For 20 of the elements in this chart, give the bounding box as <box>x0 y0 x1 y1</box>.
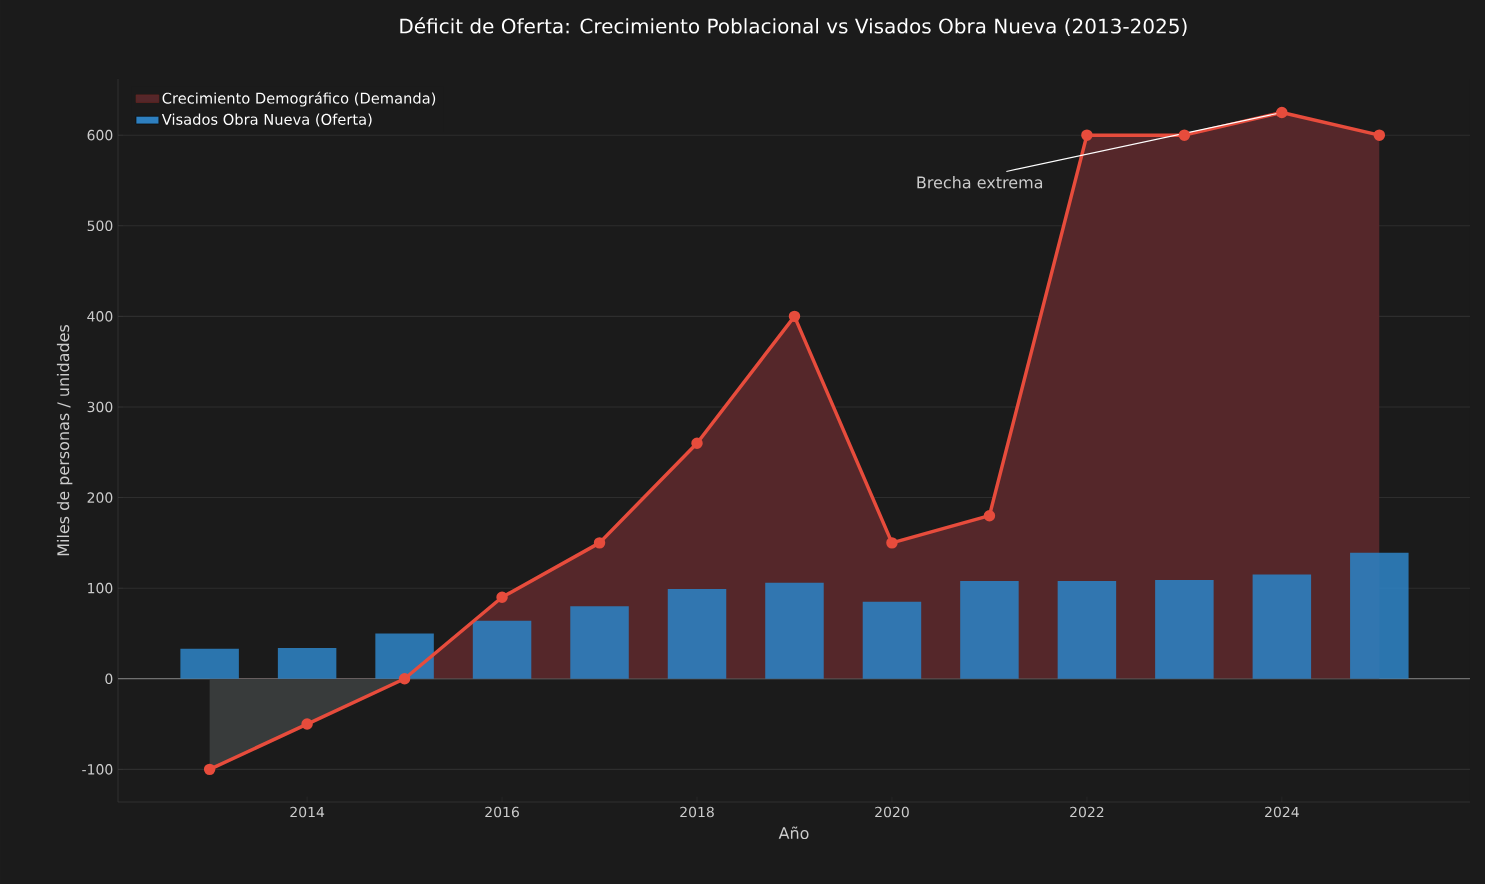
x-tick-label: 2018 <box>680 806 714 818</box>
x-tick-label: 2022 <box>1070 806 1104 818</box>
y-tick-label: 0 <box>105 673 113 685</box>
y-axis-title: Miles de personas / unidades <box>56 324 73 556</box>
x-tick-label: 2020 <box>875 806 909 818</box>
y-tick-label: 500 <box>87 220 113 232</box>
annotation: Brecha extrema <box>917 176 1043 189</box>
legend-label: Visados Obra Nueva (Oferta) <box>161 113 372 127</box>
x-tick-label: 2016 <box>485 806 519 818</box>
y-tick-label: 200 <box>87 492 113 503</box>
y-tick-label: 100 <box>88 582 113 594</box>
legend-label: Crecimiento Demográfico (Demanda) <box>162 91 436 107</box>
x-tick-label: 2014 <box>290 806 325 818</box>
x-axis-title: Año <box>778 826 809 840</box>
x-tick-label: 2024 <box>1265 806 1299 818</box>
y-tick-label: 600 <box>87 129 113 141</box>
chart-title: Déficit de Oferta: Crecimiento Poblacional vs Visados Obra Nueva (2013-2025) <box>400 17 1187 36</box>
y-tick-label: 400 <box>87 311 113 322</box>
y-tick-label: -100 <box>82 764 113 775</box>
y-tick-label: 300 <box>87 401 113 413</box>
